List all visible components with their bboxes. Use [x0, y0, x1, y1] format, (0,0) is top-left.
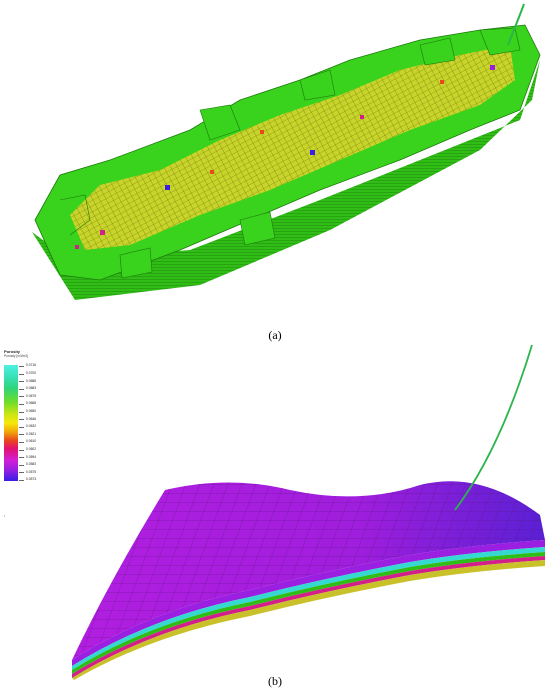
legend-tick-mark [19, 434, 24, 436]
legend-tick-mark [19, 381, 24, 383]
model-mesh-overlay [72, 481, 545, 660]
legend-tick-mark [19, 449, 24, 451]
panel-a-grid-model [0, 0, 550, 330]
well-trajectory-a [507, 3, 525, 46]
legend-tick-mark [19, 442, 24, 443]
legend-tick-mark [19, 404, 24, 405]
legend-tick-mark [19, 472, 24, 474]
legend-tick-label: 0.0668 [26, 401, 37, 406]
legend-tick-mark [19, 396, 24, 398]
grid-model-svg [32, 3, 541, 300]
legend-tick-label: 0.0575 [26, 469, 37, 474]
legend-tick-label: 0.0583 [26, 462, 37, 467]
legend-tick-mark [19, 366, 24, 367]
legend-tick-mark [19, 419, 24, 421]
legend-tick-label: 0.0716 [26, 363, 37, 368]
caption-a: (a) [268, 328, 282, 342]
high-value-cells [75, 65, 495, 249]
legend-subtitle: Porosity [m3/m3] [4, 354, 28, 358]
legend-title: Porosity [4, 349, 21, 354]
porosity-legend: Porosity Porosity [m3/m3] 0.0716 0.0700 0.… [4, 349, 66, 489]
legend-tick-label: 0.0594 [26, 454, 37, 459]
legend-tick-label: 0.0683 [26, 386, 37, 391]
legend-tick-label: 0.0700 [26, 371, 37, 375]
panel-b-surface-model [0, 340, 550, 680]
legend-tick-mark [19, 388, 24, 390]
legend-tick-label: 0.0632 [26, 424, 37, 429]
legend-tick-mark [19, 426, 24, 428]
stray-mark: ı [4, 513, 6, 518]
surface-model-svg [72, 344, 545, 680]
legend-tick-label: 0.0679 [26, 393, 37, 398]
legend-color-bar [4, 365, 18, 481]
legend-tick-label: 0.0646 [26, 416, 37, 421]
legend-tick-mark [19, 411, 24, 413]
legend-tick-label: 0.0602 [26, 447, 37, 451]
legend-tick-mark [19, 480, 24, 481]
legend-tick-label: 0.0650 [26, 409, 37, 413]
fine-cell-region [70, 45, 515, 250]
legend-tick-label: 0.0688 [26, 378, 37, 383]
voronoi-edges [59, 27, 521, 279]
legend-tick-mark [19, 373, 24, 375]
legend-tick-label: 0.0573 [26, 477, 37, 482]
legend-tick-mark [19, 464, 24, 466]
well-trajectory-b [454, 344, 533, 511]
caption-b: (b) [268, 674, 282, 688]
legend-tick-label: 0.0610 [26, 439, 37, 444]
legend-tick-mark [19, 457, 24, 459]
legend-tick-label: 0.0621 [26, 431, 37, 436]
